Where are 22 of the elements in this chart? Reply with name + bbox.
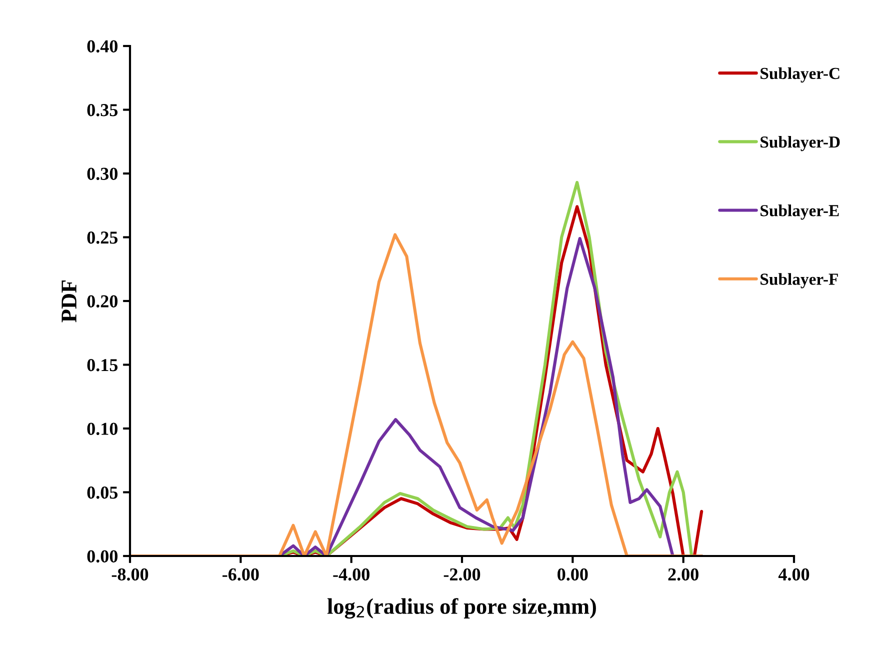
y-tick-label: 0.40 — [87, 40, 118, 53]
x-tick-label: 4.00 — [778, 568, 810, 581]
y-tick-label: 0.20 — [87, 295, 118, 308]
x-tick-label: 0.00 — [558, 568, 588, 581]
x-tick-label: -8.00 — [112, 568, 148, 581]
x-tick-label: -2.00 — [444, 568, 480, 581]
y-tick-label: 0.15 — [87, 359, 118, 372]
y-tick-label: 0.30 — [87, 168, 118, 180]
legend-label: Sublayer-D — [760, 136, 840, 152]
legend-label: Sublayer-F — [760, 273, 838, 288]
x-tick-label: -4.00 — [333, 568, 370, 581]
x-tick-label: 2.00 — [668, 568, 698, 581]
x-axis-title: log$_{2}$(radius of pore size,mm) — [327, 598, 596, 619]
y-tick-label: 0.25 — [87, 232, 118, 244]
y-axis-title: PDF — [62, 280, 76, 322]
y-tick-label: 0.35 — [87, 104, 118, 116]
x-tick-label: -6.00 — [222, 568, 259, 581]
y-tick-label: 0.10 — [87, 422, 118, 436]
y-tick-label: 0.05 — [87, 486, 118, 499]
y-tick-label: 0.00 — [87, 550, 118, 563]
legend-label: Sublayer-E — [760, 204, 839, 220]
legend-label: Sublayer-C — [760, 67, 840, 83]
